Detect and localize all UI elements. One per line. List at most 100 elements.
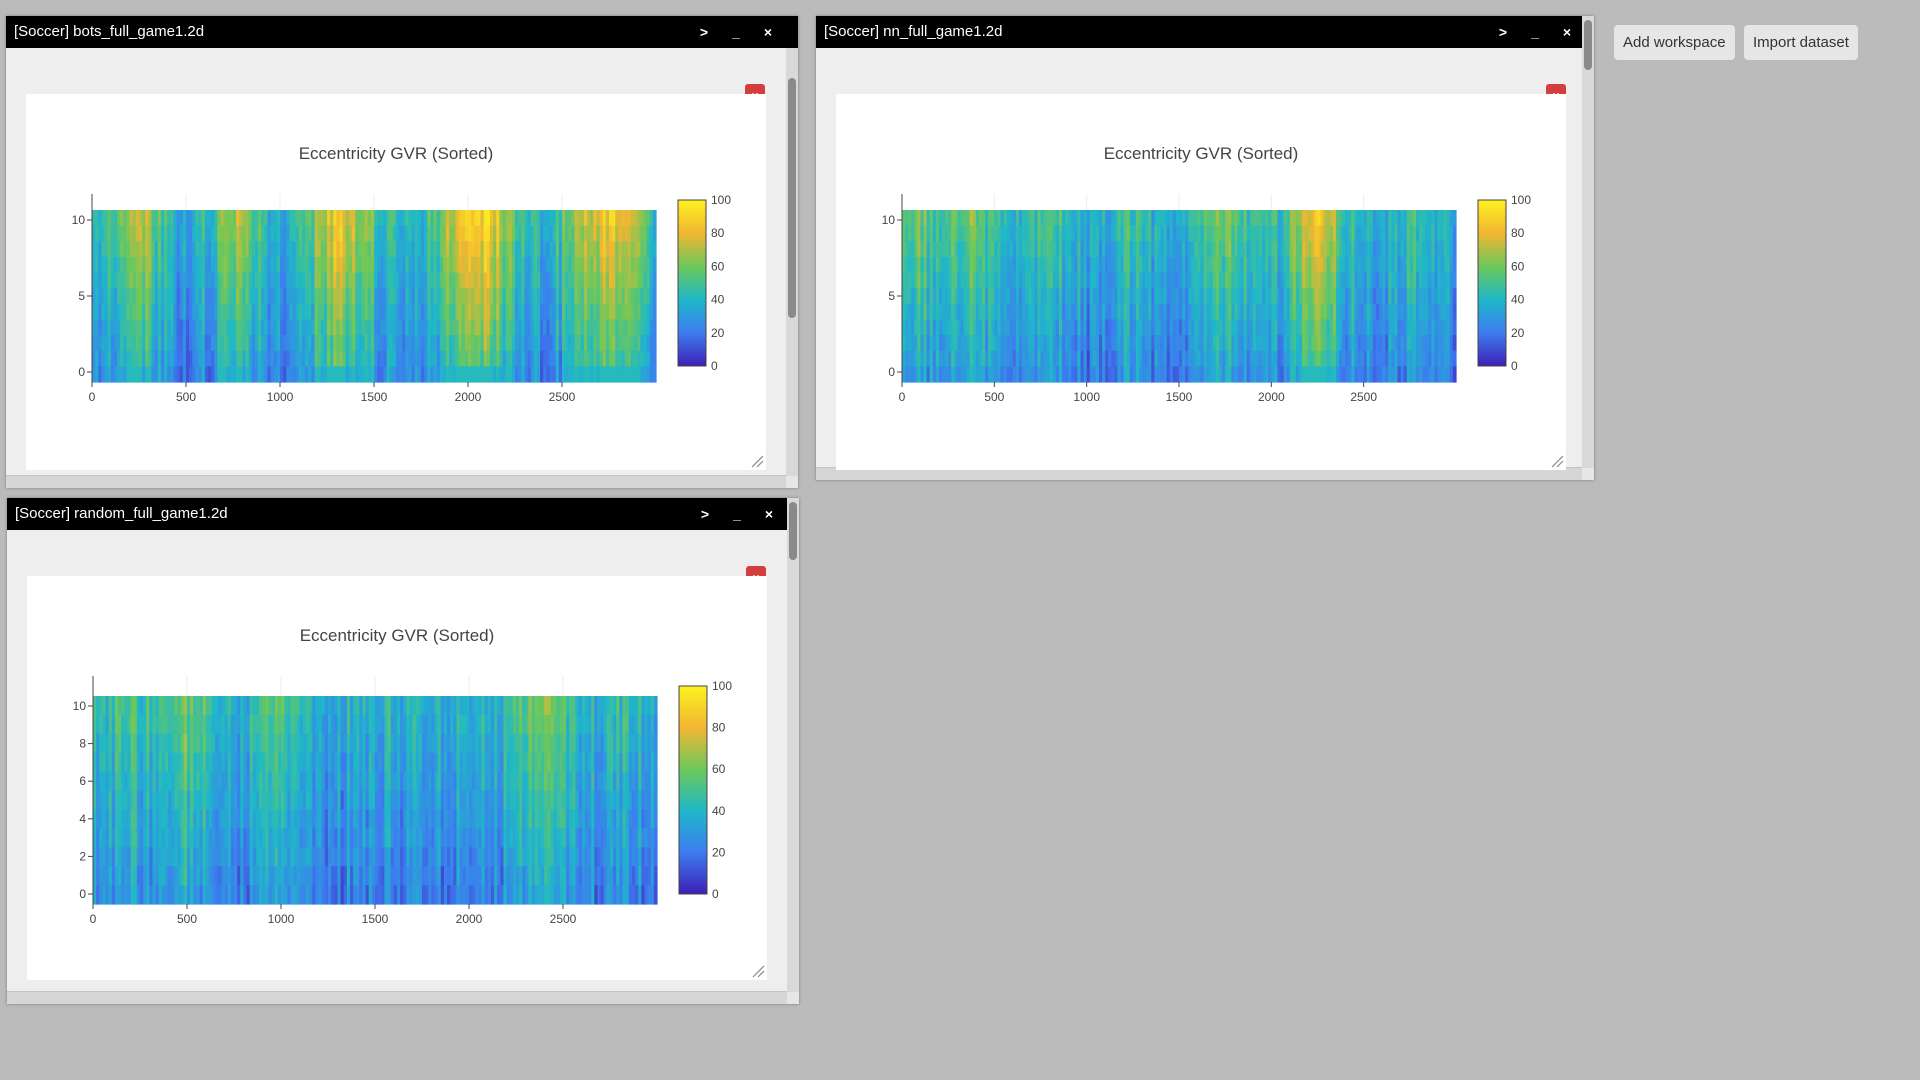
expand-icon[interactable]: >	[1498, 24, 1508, 40]
close-window-icon[interactable]: ×	[763, 24, 773, 40]
heatmap-cell	[353, 828, 357, 848]
heatmap-cell	[1191, 288, 1195, 305]
heatmap-cell	[1292, 288, 1297, 305]
close-window-icon[interactable]: ×	[764, 506, 774, 522]
heatmap-cell	[1434, 366, 1439, 383]
heatmap-cell	[139, 256, 143, 274]
heatmap-cell	[173, 241, 178, 258]
heatmap-cell	[621, 366, 626, 383]
expand-icon[interactable]: >	[699, 24, 709, 40]
heatmap-cell	[123, 241, 128, 258]
heatmap-cell	[212, 790, 216, 811]
vertical-scrollbar[interactable]	[786, 48, 798, 476]
minimize-icon[interactable]: _	[1531, 24, 1539, 40]
minimize-icon[interactable]: _	[732, 24, 740, 40]
heatmap-cell	[251, 256, 256, 274]
vertical-scrollbar[interactable]	[787, 498, 799, 992]
workspace-window-nn[interactable]: [Soccer] nn_full_game1.2d > _ × × Eccent…	[816, 16, 1594, 480]
heatmap-cell	[1148, 241, 1152, 258]
heatmap-cell	[1185, 319, 1189, 336]
heatmap-cell	[1320, 350, 1325, 367]
heatmap-cell	[421, 350, 425, 367]
heatmap-cell	[599, 335, 604, 352]
close-window-icon[interactable]: ×	[1562, 24, 1572, 40]
heatmap-cell	[161, 771, 166, 792]
heatmap-cell	[170, 256, 175, 274]
heatmap-cell	[148, 256, 153, 274]
heatmap-cell	[493, 272, 497, 289]
heatmap-cell	[972, 256, 977, 274]
heatmap-cell	[93, 847, 97, 867]
heatmap-cell	[198, 350, 203, 367]
horizontal-scrollbar[interactable]	[6, 475, 786, 488]
heatmap-cell	[609, 335, 613, 352]
heatmap-cell	[299, 752, 304, 773]
heatmap-cell	[214, 319, 218, 336]
heatmap-cell	[217, 272, 222, 289]
heatmap-cell	[255, 733, 260, 754]
scrollbar-thumb[interactable]	[788, 78, 796, 318]
heatmap-cell	[152, 847, 157, 867]
horizontal-scrollbar[interactable]	[7, 991, 787, 1004]
heatmap-cell	[186, 272, 190, 289]
heatmap-cell	[283, 319, 287, 336]
heatmap-cell	[1182, 303, 1186, 321]
heatmap-cell	[1055, 210, 1060, 227]
heatmap-cell	[1034, 288, 1039, 305]
workspace-window-bots[interactable]: [Soccer] bots_full_game1.2d > _ × × Ecce…	[6, 16, 798, 488]
window-titlebar[interactable]: [Soccer] bots_full_game1.2d > _ ×	[6, 16, 798, 48]
heatmap-cell	[143, 696, 147, 716]
heatmap-cell	[464, 241, 469, 258]
expand-icon[interactable]: >	[700, 506, 710, 522]
heatmap-cell	[988, 256, 992, 274]
heatmap-cell	[1394, 272, 1399, 289]
heatmap-cell	[242, 335, 247, 352]
heatmap-cell	[1357, 319, 1362, 336]
heatmap-cell	[923, 335, 928, 352]
heatmap-cell	[1114, 350, 1119, 367]
heatmap-cell	[508, 256, 513, 274]
heatmap-cell	[1046, 335, 1051, 352]
heatmap-cell	[1292, 241, 1297, 258]
heatmap-cell	[195, 241, 200, 258]
window-titlebar[interactable]: [Soccer] nn_full_game1.2d > _ ×	[816, 16, 1594, 48]
scrollbar-thumb[interactable]	[789, 502, 797, 560]
workspace-window-random[interactable]: [Soccer] random_full_game1.2d > _ × × Ec…	[7, 498, 799, 1004]
heatmap-cell	[493, 241, 497, 258]
heatmap-cell	[1443, 272, 1448, 289]
heatmap-cell	[1265, 319, 1269, 336]
heatmap-cell	[149, 752, 154, 773]
heatmap-cell	[499, 350, 504, 367]
plot-resize-icon[interactable]	[1550, 454, 1564, 468]
heatmap-cell	[230, 809, 235, 829]
vertical-scrollbar[interactable]	[1582, 16, 1594, 468]
window-resize-handle[interactable]	[1582, 468, 1594, 480]
heatmap-cell	[1280, 319, 1285, 336]
heatmap-cell	[405, 335, 410, 352]
heatmap-cell	[101, 319, 106, 336]
minimize-icon[interactable]: _	[733, 506, 741, 522]
plot-resize-icon[interactable]	[750, 454, 764, 468]
heatmap-cell	[105, 696, 110, 716]
heatmap-cell	[988, 241, 992, 258]
window-resize-handle[interactable]	[786, 476, 798, 488]
heatmap-cell	[402, 256, 406, 274]
heatmap-cell	[612, 272, 616, 289]
heatmap-cell	[102, 885, 107, 905]
heatmap-cell	[985, 256, 989, 274]
heatmap-cell	[336, 366, 341, 383]
heatmap-cell	[1000, 241, 1005, 258]
window-resize-handle[interactable]	[787, 992, 799, 1004]
heatmap-cell	[287, 847, 291, 867]
scrollbar-thumb[interactable]	[1584, 20, 1592, 70]
heatmap-cell	[630, 350, 635, 367]
heatmap-cell	[1280, 303, 1285, 321]
heatmap-cell	[193, 885, 197, 905]
heatmap-cell	[1031, 319, 1035, 336]
window-titlebar[interactable]: [Soccer] random_full_game1.2d > _ ×	[7, 498, 799, 530]
heatmap-cell	[124, 714, 129, 735]
heatmap-cell	[634, 335, 638, 352]
